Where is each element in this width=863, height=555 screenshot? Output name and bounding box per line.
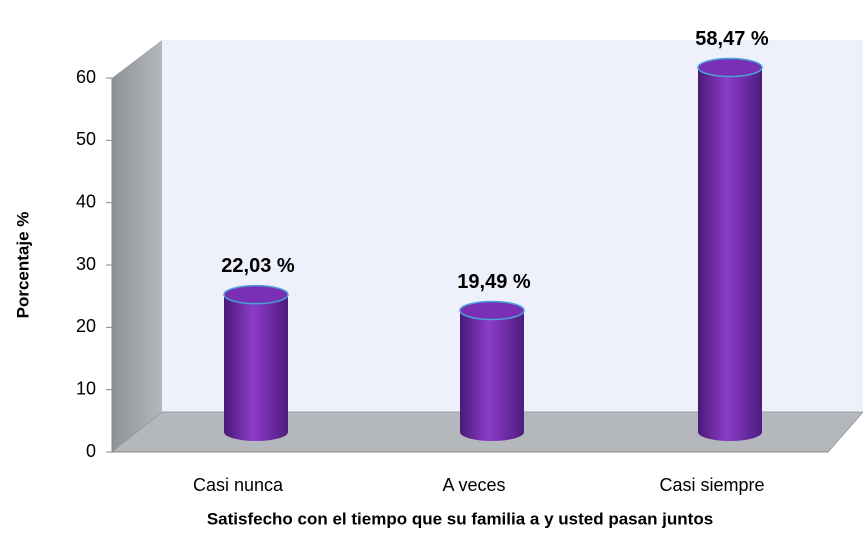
- y-tick-label: 20: [76, 316, 96, 336]
- x-tick-label: Casi siempre: [659, 475, 764, 495]
- bar-top: [459, 300, 525, 321]
- y-tick-label: 10: [76, 378, 96, 398]
- y-tick-label: 50: [76, 129, 96, 149]
- y-tick-label: 60: [76, 67, 96, 87]
- y-tick-label: 40: [76, 191, 96, 211]
- bar: [698, 67, 762, 442]
- bar: [460, 310, 524, 441]
- bar-top: [223, 284, 289, 305]
- value-label: 19,49 %: [457, 271, 531, 293]
- bar: [224, 294, 288, 441]
- bar-top: [697, 57, 763, 78]
- side-wall: [112, 40, 162, 452]
- y-tick-label: 0: [86, 441, 96, 461]
- x-tick-label: A veces: [442, 475, 505, 495]
- back-wall: [162, 40, 863, 412]
- value-label: 22,03 %: [221, 255, 295, 277]
- value-label: 58,47 %: [695, 28, 769, 50]
- y-axis-label: Porcentaje %: [13, 212, 32, 319]
- x-tick-label: Casi nunca: [193, 475, 284, 495]
- y-tick-label: 30: [76, 254, 96, 274]
- x-axis-label: Satisfecho con el tiempo que su familia …: [207, 509, 713, 528]
